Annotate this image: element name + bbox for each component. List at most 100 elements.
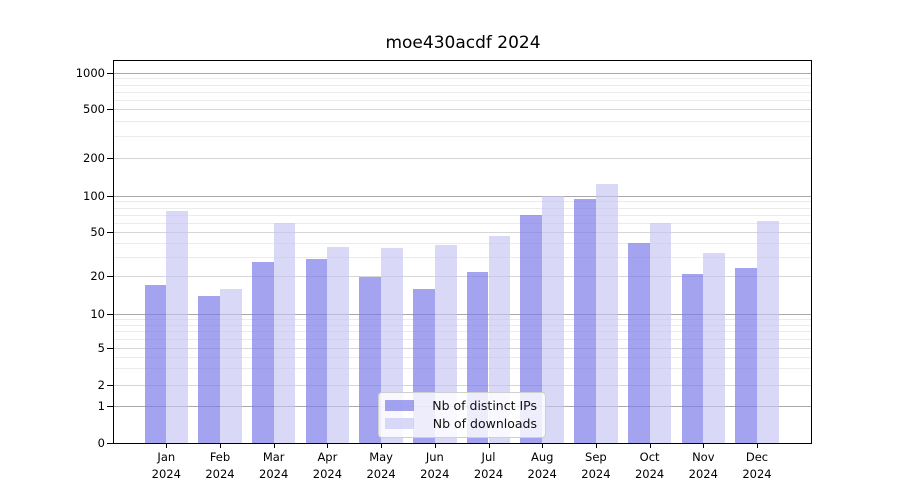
y-tick-label: 5 <box>97 341 105 355</box>
gridline-major <box>114 72 812 74</box>
gridline-minor <box>114 84 812 86</box>
y-tick-label: 20 <box>90 269 105 283</box>
legend-swatch-distinct-ips <box>385 399 414 411</box>
y-tick-mark <box>107 158 113 159</box>
bar-distinct-ips <box>735 267 757 444</box>
gridline-major <box>114 348 812 349</box>
gridline-minor <box>114 331 812 333</box>
x-tick-label: Sep 2024 <box>564 449 628 482</box>
bar-distinct-ips <box>359 276 382 444</box>
y-tick-label: 200 <box>83 151 105 165</box>
x-tick-year: 2024 <box>259 466 289 481</box>
bar-downloads <box>757 221 779 444</box>
bar-distinct-ips <box>305 258 328 444</box>
y-tick-mark <box>107 232 113 234</box>
gridline-minor <box>114 242 812 244</box>
x-tick-mark <box>166 443 168 448</box>
bar-downloads <box>273 223 296 444</box>
bar-distinct-ips <box>251 262 274 444</box>
x-tick-year: 2024 <box>420 466 450 481</box>
x-tick-month: Dec <box>745 450 769 464</box>
x-tick-mark <box>273 443 275 448</box>
bar-downloads <box>542 196 564 444</box>
x-tick-year: 2024 <box>634 466 665 481</box>
legend-swatch-downloads <box>385 418 414 430</box>
x-tick-year: 2024 <box>473 466 504 481</box>
y-tick-mark <box>107 72 113 74</box>
gridline-minor <box>114 201 812 203</box>
x-tick-month: Jun <box>425 450 444 464</box>
y-tick-label: 500 <box>83 102 105 117</box>
x-tick-month: Feb <box>209 450 231 464</box>
x-tick-month: Apr <box>317 450 338 464</box>
x-tick-month: May <box>369 450 393 464</box>
x-tick-label: Mar 2024 <box>242 449 306 482</box>
x-tick-label: Jun 2024 <box>403 449 467 482</box>
y-tick-label: 1 <box>97 399 105 413</box>
gridline-minor <box>114 256 812 258</box>
x-tick-mark <box>220 443 221 448</box>
bar-distinct-ips <box>198 296 220 444</box>
y-tick-label: 50 <box>90 225 105 240</box>
legend-label-downloads: Nb of downloads <box>432 416 537 432</box>
gridline-minor <box>114 121 812 123</box>
x-tick-label: Dec 2024 <box>725 449 789 482</box>
bar-downloads <box>595 184 618 444</box>
bar-downloads <box>649 223 672 444</box>
x-tick-month: Jan <box>157 450 176 464</box>
bar-downloads <box>327 247 350 444</box>
x-tick-label: May 2024 <box>349 449 413 482</box>
y-tick-mark <box>107 109 113 111</box>
x-tick-mark <box>649 443 651 448</box>
x-tick-label: Nov 2024 <box>671 449 735 482</box>
x-tick-label: Oct 2024 <box>618 449 682 482</box>
y-tick-mark <box>107 443 113 445</box>
gridline-minor <box>114 99 812 101</box>
y-tick-mark <box>107 384 113 386</box>
bar-downloads <box>488 235 511 444</box>
bar-distinct-ips <box>681 274 704 444</box>
x-tick-mark <box>381 443 383 448</box>
x-tick-year: 2024 <box>742 466 772 481</box>
x-tick-mark <box>434 443 436 448</box>
x-tick-year: 2024 <box>527 466 557 481</box>
gridline-minor <box>114 78 812 80</box>
x-tick-label: Feb 2024 <box>188 449 252 482</box>
bar-downloads <box>220 288 242 444</box>
legend: Nb of distinct IPs Nb of downloads <box>378 391 546 438</box>
x-tick-month: Oct <box>639 450 660 464</box>
gridline-major <box>114 158 812 159</box>
gridline-minor <box>114 91 812 93</box>
gridline-major <box>114 314 812 315</box>
gridline-minor <box>114 324 812 326</box>
x-tick-label: Jul 2024 <box>457 449 521 482</box>
y-tick-label: 10 <box>90 307 105 321</box>
gridline-minor <box>114 319 812 321</box>
x-tick-month: Jul <box>481 450 496 464</box>
x-tick-year: 2024 <box>366 466 396 481</box>
x-tick-mark <box>327 443 329 448</box>
y-tick-label: 100 <box>83 188 105 203</box>
y-tick-mark <box>107 348 113 349</box>
x-tick-mark <box>757 443 758 448</box>
x-tick-month: Sep <box>585 450 607 464</box>
x-tick-mark <box>542 443 544 448</box>
x-tick-month: Nov <box>692 450 715 464</box>
bar-distinct-ips <box>574 199 596 444</box>
y-tick-mark <box>107 195 113 197</box>
gridline-major <box>114 109 812 111</box>
y-tick-label: 0 <box>97 436 105 451</box>
x-tick-year: 2024 <box>205 466 235 481</box>
y-tick-label: 2 <box>97 377 105 392</box>
gridline-major <box>114 276 812 277</box>
gridline-major <box>114 195 812 197</box>
gridline-minor <box>114 214 812 216</box>
x-tick-year: 2024 <box>581 466 611 481</box>
legend-label-distinct-ips: Nb of distinct IPs <box>432 397 537 413</box>
bar-distinct-ips <box>627 243 650 444</box>
x-tick-month: Aug <box>530 450 554 464</box>
gridline-minor <box>114 136 812 138</box>
gridline-minor <box>114 339 812 341</box>
gridline-major <box>114 232 812 234</box>
